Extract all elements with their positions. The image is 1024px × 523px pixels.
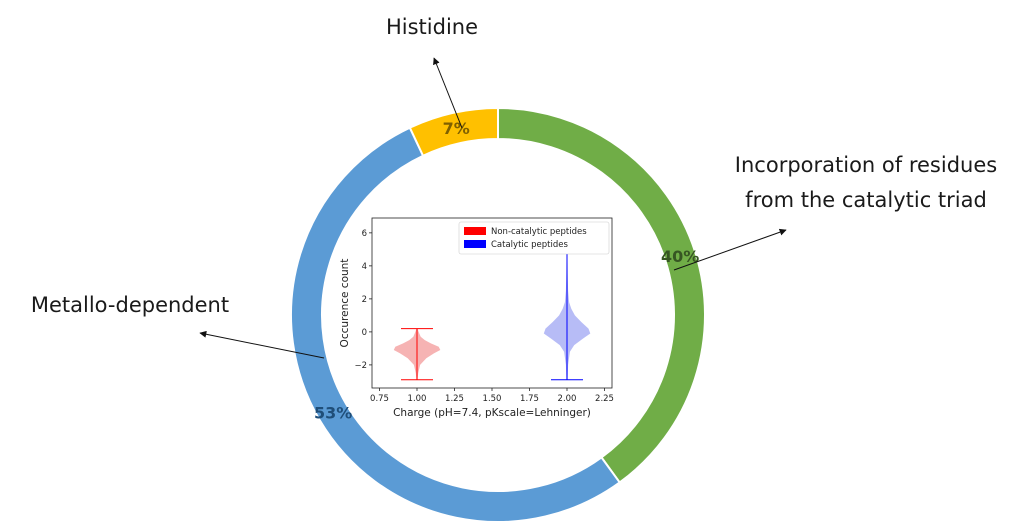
callout-triad-line1: Incorporation of residues xyxy=(735,153,997,177)
callout-triad-line2: from the catalytic triad xyxy=(745,188,987,212)
callout-metallo: Metallo-dependent xyxy=(31,293,229,317)
callout-histidine: Histidine xyxy=(386,15,478,39)
donut-slice-2 xyxy=(408,106,499,158)
legend: Non-catalytic peptides Catalytic peptide… xyxy=(458,221,610,255)
y-tick-label: 6 xyxy=(362,229,367,239)
x-tick-label: 1.00 xyxy=(408,394,427,404)
donut-slice-value-label: 53% xyxy=(314,403,352,422)
arrow-histidine xyxy=(433,57,463,129)
legend-swatch-non-catalytic xyxy=(464,227,486,235)
donut-slice-value-label: 40% xyxy=(661,247,699,266)
legend-label-catalytic: Catalytic peptides xyxy=(491,240,568,250)
legend-swatch-catalytic xyxy=(464,240,486,248)
x-tick-label: 0.75 xyxy=(370,394,389,404)
violin-plot-inset: 0.75 1.00 1.25 1.50 1.75 2.00 2.25 −2 0 2 4 6 Charg… xyxy=(339,217,614,419)
legend-label-non-catalytic: Non-catalytic peptides xyxy=(491,227,587,237)
x-tick-label: 1.50 xyxy=(483,394,502,404)
x-tick-label: 1.75 xyxy=(520,394,539,404)
arrow-triad xyxy=(673,228,787,271)
violin-bodies xyxy=(393,252,591,381)
y-tick-label: 0 xyxy=(362,328,367,338)
legend-box xyxy=(458,221,610,255)
x-tick-label: 2.00 xyxy=(558,394,577,404)
x-tick-label: 2.25 xyxy=(595,394,614,404)
y-tick-label: −2 xyxy=(354,361,367,371)
y-axis-label: Occurence count xyxy=(339,259,351,348)
donut-slice-value-label: 7% xyxy=(443,119,470,138)
tick-group: 0.75 1.00 1.25 1.50 1.75 2.00 2.25 −2 0 2 4 6 xyxy=(354,229,614,404)
x-tick-label: 1.25 xyxy=(445,394,464,404)
x-axis-label: Charge (pH=7.4, pKscale=Lehninger) xyxy=(393,407,591,419)
donut-chart: 40% 53% 7% xyxy=(290,106,706,523)
callouts: Histidine Incorporation of residues from… xyxy=(31,15,997,359)
arrow-metallo xyxy=(199,330,325,359)
y-tick-label: 4 xyxy=(362,262,367,272)
y-tick-label: 2 xyxy=(362,295,367,305)
